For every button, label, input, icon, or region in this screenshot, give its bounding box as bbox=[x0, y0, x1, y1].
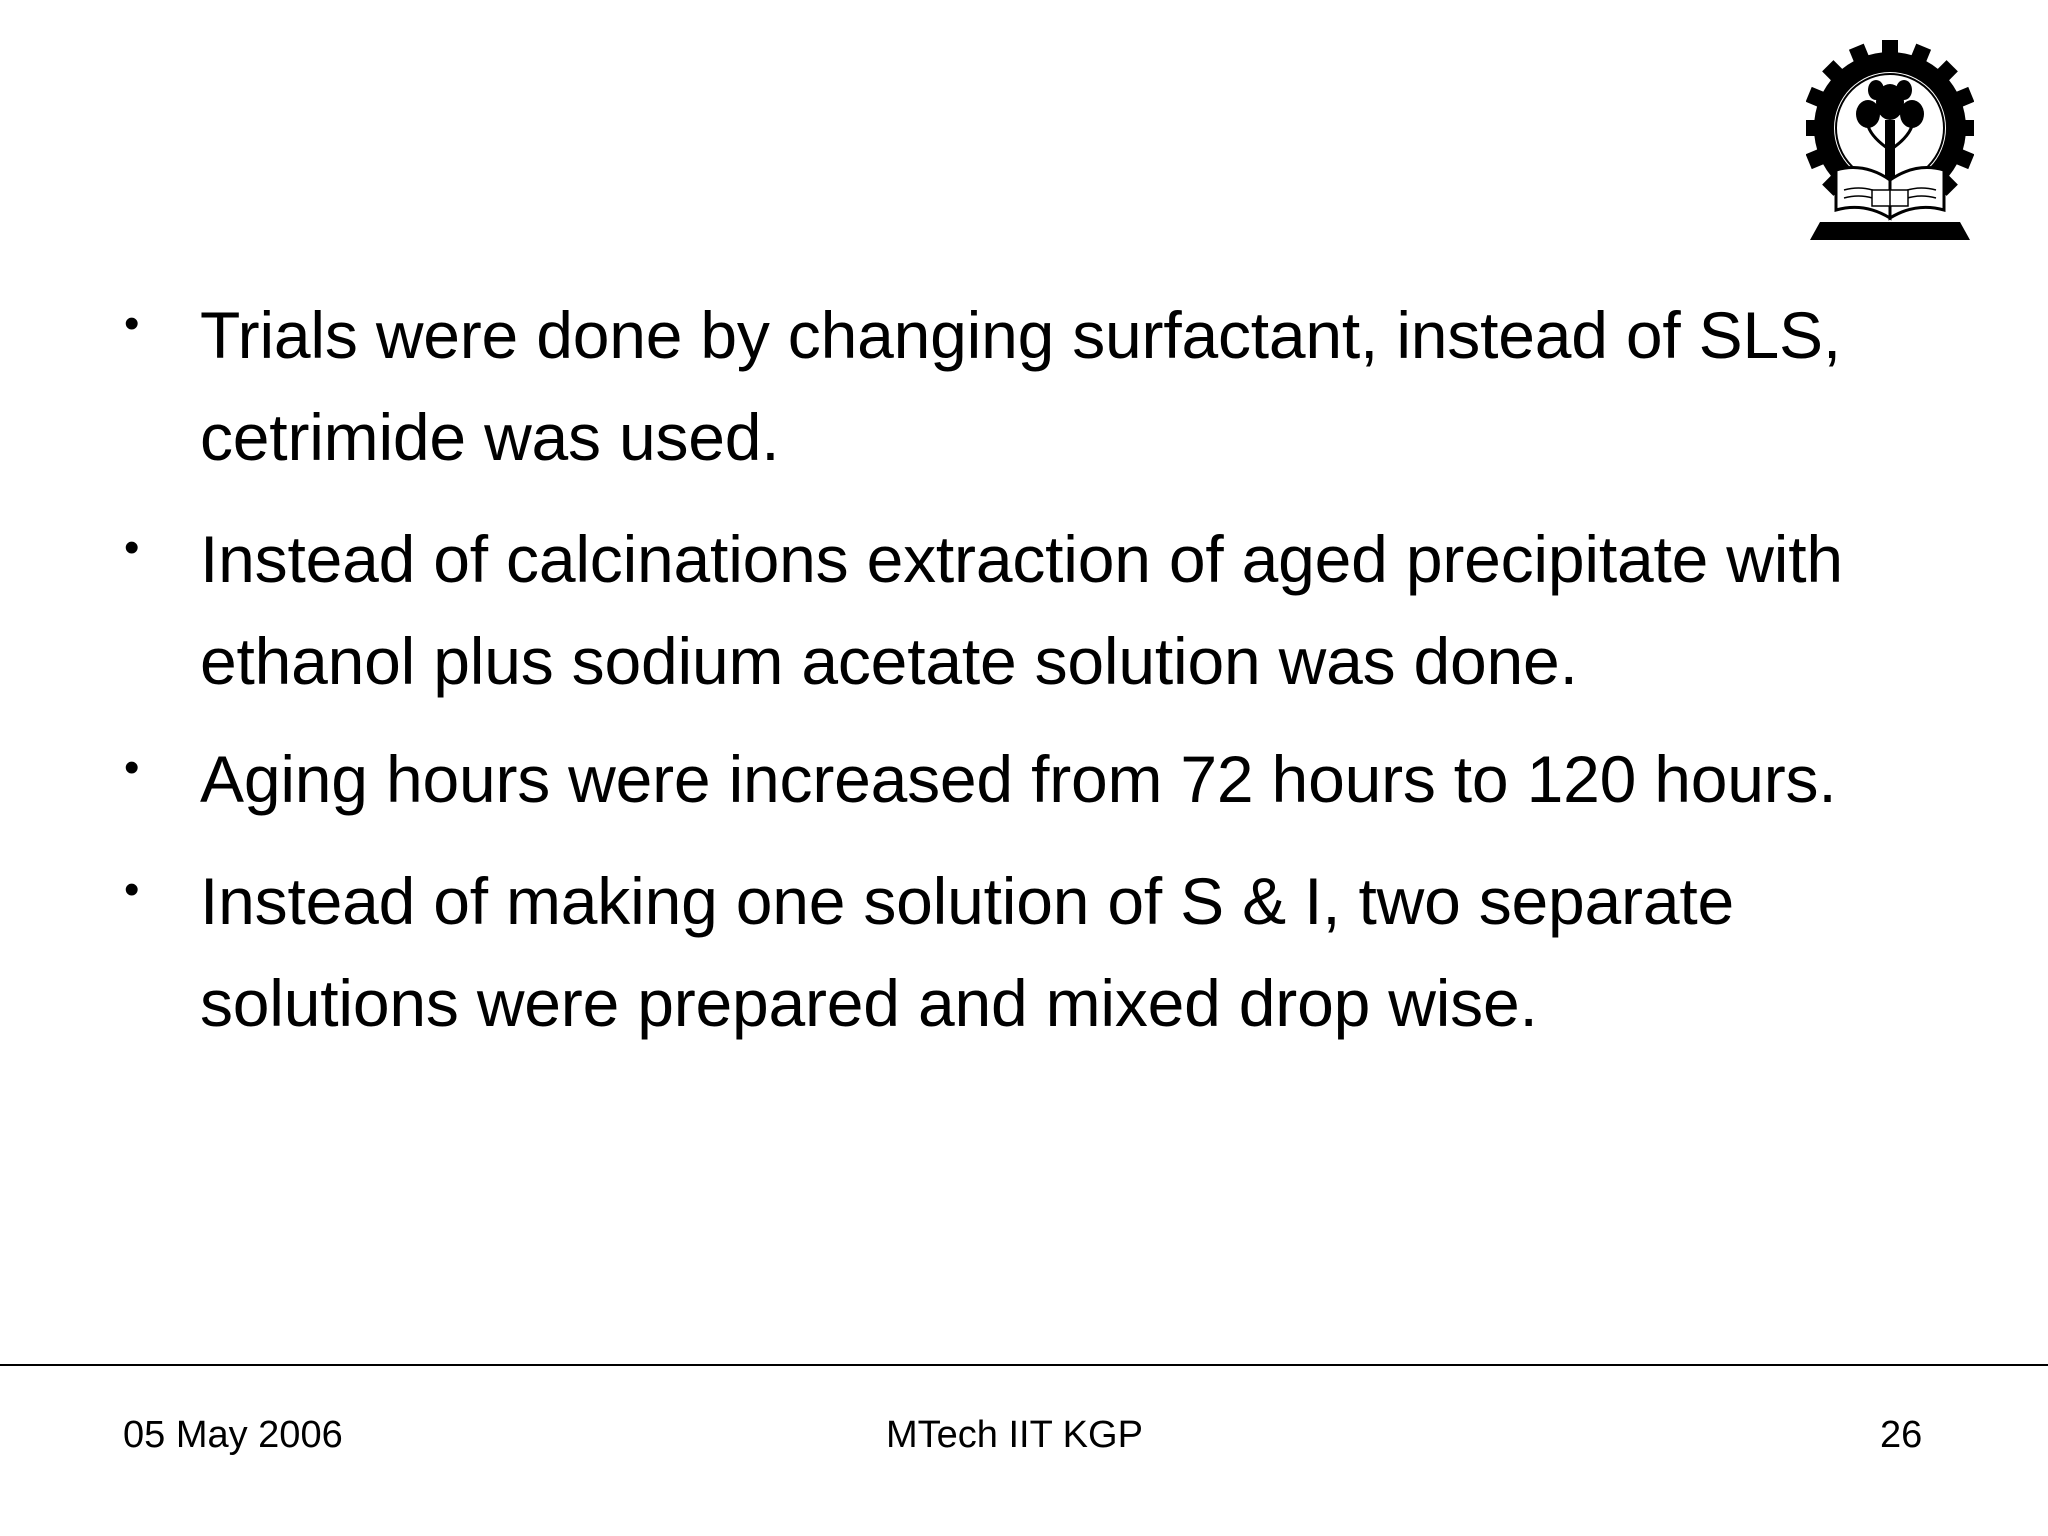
page-number: 26 bbox=[1880, 1414, 1923, 1456]
footer-divider bbox=[0, 1364, 2048, 1366]
bullet-text-line: Instead of making one solution of S & I,… bbox=[200, 864, 1734, 938]
bullet-dot-icon: • bbox=[124, 299, 140, 348]
bullet-text-line: Aging hours were increased from 72 hours… bbox=[200, 742, 1837, 816]
footer-title: MTech IIT KGP bbox=[886, 1414, 1143, 1456]
bullet-dot-icon: • bbox=[124, 743, 140, 792]
bullet-dot-icon: • bbox=[124, 523, 140, 572]
bullet-text-line: cetrimide was used. bbox=[200, 400, 780, 474]
institute-logo-icon bbox=[1802, 30, 1978, 242]
bullet-dot-icon: • bbox=[124, 865, 140, 914]
bullet-list: • Trials were done by changing surfactan… bbox=[124, 298, 1843, 1040]
bullet-text-line: Trials were done by changing surfactant,… bbox=[200, 298, 1841, 372]
footer-date: 05 May 2006 bbox=[123, 1414, 343, 1456]
bullet-text-line: Instead of calcinations extraction of ag… bbox=[200, 522, 1843, 596]
bullet-text-line: ethanol plus sodium acetate solution was… bbox=[200, 624, 1578, 698]
bullet-text-line: solutions were prepared and mixed drop w… bbox=[200, 966, 1538, 1040]
